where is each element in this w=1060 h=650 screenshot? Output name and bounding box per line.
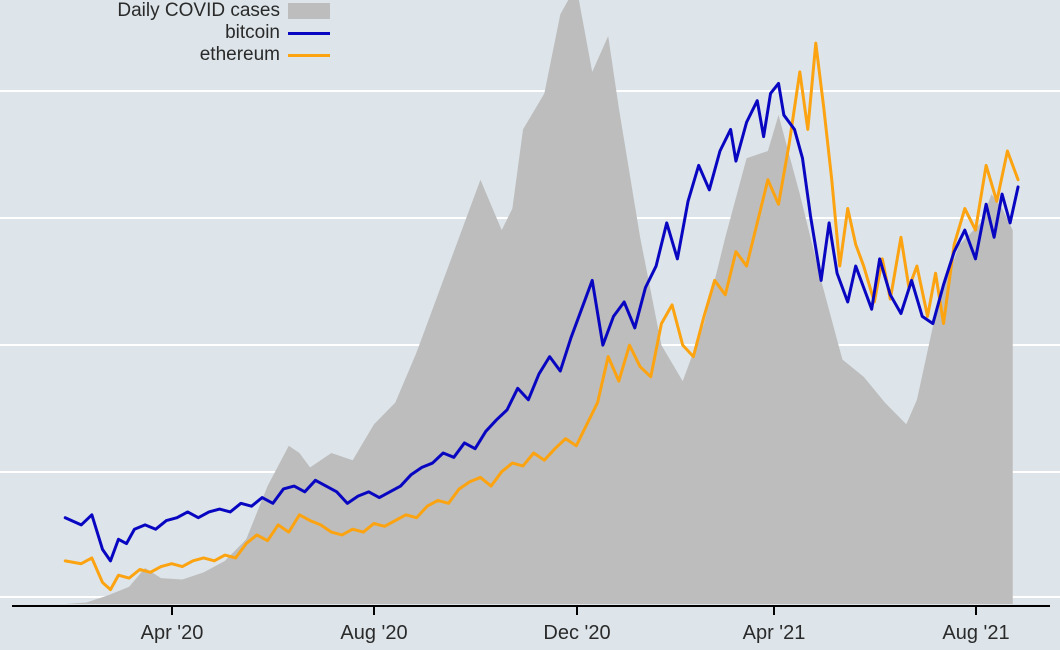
legend: Daily COVID cases bitcoin ethereum [80,0,330,66]
legend-label: ethereum [200,44,280,66]
legend-swatch-ethereum [288,47,330,63]
legend-label: bitcoin [225,22,280,44]
legend-swatch-bitcoin [288,25,330,41]
legend-label: Daily COVID cases [117,0,280,22]
x-tick-label: Aug '20 [340,622,407,644]
chart-container: Apr '20 Aug '20 Dec '20 Apr '21 Aug '21 Dail… [0,0,1060,650]
x-tick-label: Apr '20 [141,622,204,644]
x-tick-label: Aug '21 [942,622,1009,644]
legend-swatch-covid [288,3,330,19]
legend-item-ethereum: ethereum [80,44,330,66]
legend-item-bitcoin: bitcoin [80,22,330,44]
x-tick-label: Apr '21 [743,622,806,644]
chart-svg: Apr '20 Aug '20 Dec '20 Apr '21 Aug '21 [0,0,1060,650]
legend-item-covid: Daily COVID cases [80,0,330,22]
x-tick-label: Dec '20 [543,622,610,644]
